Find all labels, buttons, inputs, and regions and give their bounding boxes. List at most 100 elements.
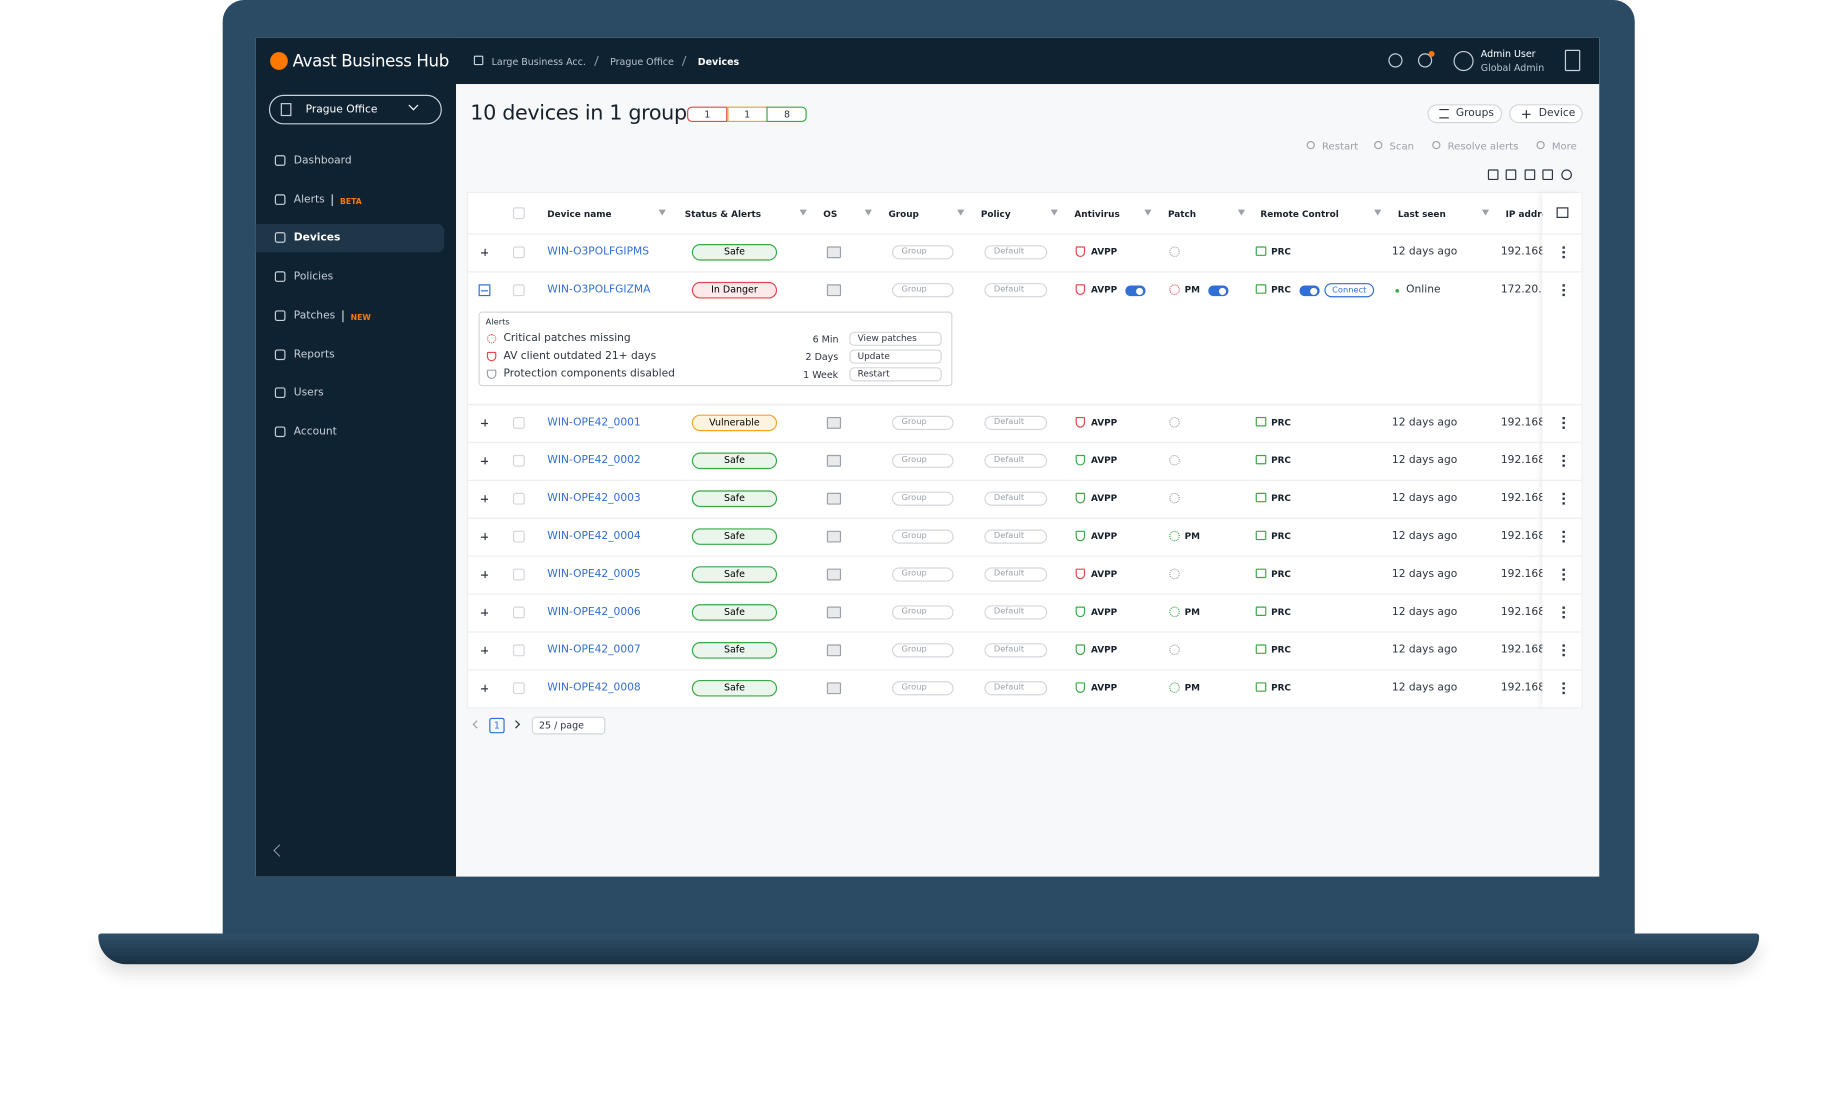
per-page-select[interactable]: 25 / page — [531, 716, 606, 735]
next-page[interactable] — [511, 720, 521, 729]
policy-select[interactable]: Default — [984, 245, 1048, 260]
column-header[interactable]: Patch — [1168, 208, 1197, 220]
breadcrumb-item[interactable]: Devices — [697, 56, 740, 68]
group-select[interactable]: Group — [892, 605, 954, 620]
toolbar-action[interactable]: Scan — [1389, 140, 1415, 153]
alert-action[interactable]: Update — [849, 349, 942, 364]
policy-select[interactable]: Default — [984, 605, 1048, 620]
notification-dot — [1428, 50, 1435, 57]
table-tool[interactable] — [1524, 169, 1536, 181]
toggle-switch[interactable] — [1125, 285, 1146, 297]
row-checkbox[interactable] — [512, 246, 525, 259]
toolbar-action[interactable]: Restart — [1322, 140, 1359, 153]
group-select[interactable]: Group — [892, 245, 954, 260]
column-header[interactable]: OS — [823, 208, 838, 220]
prev-page[interactable] — [472, 720, 481, 729]
device-name[interactable]: WIN-OPE42_0007 — [547, 644, 641, 657]
policy-select[interactable]: Default — [984, 491, 1048, 506]
row-menu[interactable] — [1562, 246, 1565, 259]
nav-item[interactable]: Devices — [293, 232, 341, 245]
nav-item[interactable]: Patches — [293, 310, 336, 322]
device-name[interactable]: WIN-OPE42_0008 — [547, 682, 641, 695]
policy-select[interactable]: Default — [984, 283, 1048, 298]
row-checkbox[interactable] — [512, 454, 525, 467]
row-menu[interactable] — [1562, 568, 1565, 581]
toggle-switch[interactable] — [1299, 285, 1320, 297]
row-menu[interactable] — [1562, 416, 1565, 429]
column-header[interactable]: Status & Alerts — [684, 208, 762, 220]
page-number[interactable]: 1 — [489, 717, 505, 734]
alert-action[interactable]: View patches — [849, 331, 942, 346]
toggle-switch[interactable] — [1208, 285, 1229, 297]
nav-item[interactable]: Account — [293, 426, 337, 439]
nav-item[interactable]: Policies — [293, 271, 334, 284]
toggle-v — [483, 457, 486, 465]
device-name[interactable]: WIN-OPE42_0001 — [547, 416, 641, 429]
policy-select[interactable]: Default — [984, 567, 1048, 582]
group-select[interactable]: Group — [892, 415, 954, 431]
device-name[interactable]: WIN-O3POLFGIPMS — [547, 246, 649, 259]
column-header[interactable]: Device name — [547, 208, 612, 220]
nav-item[interactable]: Users — [293, 387, 324, 400]
row-checkbox[interactable] — [512, 530, 525, 543]
collapse-icon[interactable] — [273, 844, 286, 857]
column-header[interactable]: Group — [888, 208, 919, 220]
connect-button[interactable]: Connect — [1324, 283, 1375, 298]
row-checkbox[interactable] — [512, 568, 525, 581]
group-select[interactable]: Group — [892, 529, 954, 544]
group-select[interactable]: Group — [892, 681, 954, 696]
column-header[interactable]: Antivirus — [1074, 208, 1120, 220]
location-select[interactable] — [268, 94, 442, 125]
device-name[interactable]: WIN-OPE42_0004 — [547, 530, 641, 543]
policy-select[interactable]: Default — [984, 453, 1048, 468]
column-header[interactable]: Last seen — [1397, 208, 1446, 220]
group-select[interactable]: Group — [892, 283, 954, 298]
row-menu[interactable] — [1562, 682, 1565, 695]
header-button[interactable]: Device — [1509, 104, 1583, 124]
row-checkbox[interactable] — [512, 606, 525, 619]
row-checkbox[interactable] — [512, 492, 525, 505]
nav-item[interactable]: Alerts — [293, 193, 325, 206]
row-checkbox[interactable] — [512, 284, 525, 297]
column-header[interactable]: IP address — [1505, 208, 1543, 220]
antivirus: AVPP — [1091, 492, 1118, 504]
column-header[interactable]: Policy — [980, 208, 1011, 220]
row-menu[interactable] — [1562, 530, 1565, 543]
row-checkbox[interactable] — [512, 682, 525, 695]
group-select[interactable]: Group — [892, 491, 954, 506]
device-name[interactable]: WIN-O3POLFGIZMA — [547, 284, 651, 297]
nav-item[interactable]: Reports — [293, 348, 335, 361]
row-checkbox[interactable] — [512, 416, 525, 429]
breadcrumb-item[interactable]: Large Business Acc. — [491, 56, 586, 68]
column-header[interactable]: Remote Control — [1260, 208, 1339, 220]
row-menu[interactable] — [1562, 284, 1565, 297]
header-button[interactable]: Groups — [1427, 104, 1503, 124]
group-select[interactable]: Group — [892, 567, 954, 582]
os-icon — [826, 454, 842, 467]
policy-select[interactable]: Default — [984, 529, 1048, 544]
device-name[interactable]: WIN-OPE42_0003 — [547, 492, 641, 505]
alert-action[interactable]: Restart — [849, 367, 942, 382]
policy-select[interactable]: Default — [984, 643, 1048, 658]
table-tool[interactable] — [1542, 169, 1554, 181]
nav-item[interactable]: Dashboard — [293, 155, 352, 168]
policy-select[interactable]: Default — [984, 681, 1048, 696]
device-name[interactable]: WIN-OPE42_0006 — [547, 606, 641, 619]
row-menu[interactable] — [1562, 492, 1565, 505]
toolbar-action[interactable]: Resolve alerts — [1447, 140, 1519, 153]
table-tool[interactable] — [1561, 169, 1572, 181]
device-name[interactable]: WIN-OPE42_0002 — [547, 454, 641, 467]
breadcrumb-item[interactable]: Prague Office — [610, 56, 674, 68]
row-menu[interactable] — [1562, 644, 1565, 657]
row-checkbox[interactable] — [512, 644, 525, 657]
group-select[interactable]: Group — [892, 453, 954, 468]
table-tool[interactable] — [1505, 169, 1517, 181]
toolbar-action[interactable]: More — [1551, 140, 1577, 153]
policy-select[interactable]: Default — [984, 415, 1048, 431]
group-select[interactable]: Group — [892, 643, 954, 658]
row-menu[interactable] — [1562, 606, 1565, 619]
row-menu[interactable] — [1562, 454, 1565, 467]
device-name[interactable]: WIN-OPE42_0005 — [547, 568, 641, 581]
table-tool[interactable] — [1487, 169, 1499, 181]
expand-toggle[interactable] — [478, 284, 491, 297]
